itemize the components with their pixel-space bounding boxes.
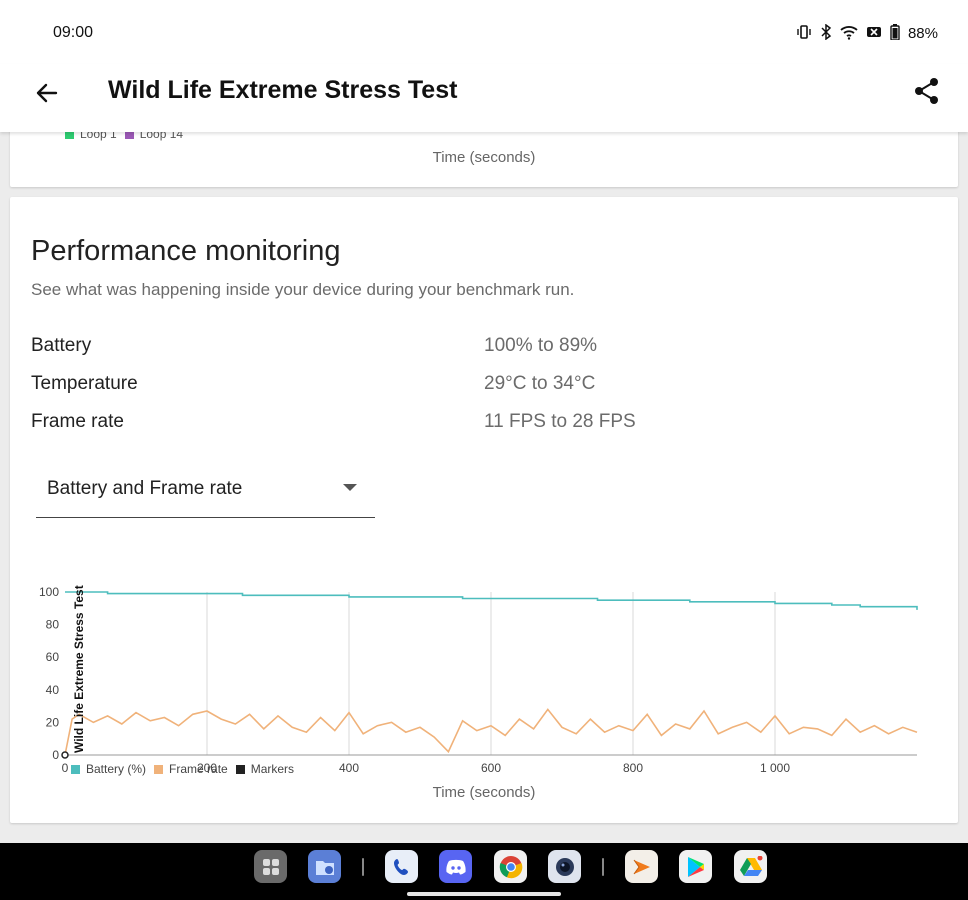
performance-card: Performance monitoring See what was happ… xyxy=(10,197,958,823)
share-button[interactable] xyxy=(912,76,942,106)
3dmark-icon[interactable] xyxy=(625,850,658,883)
app-drawer-icon[interactable] xyxy=(254,850,287,883)
back-button[interactable] xyxy=(30,76,64,110)
x-tick-label: 200 xyxy=(197,761,217,775)
y-tick-label: 80 xyxy=(46,618,60,632)
stat-value: 29°C to 34°C xyxy=(484,373,596,394)
y-tick-label: 40 xyxy=(46,683,60,697)
battery-icon xyxy=(890,24,900,43)
phone-icon[interactable] xyxy=(385,850,418,883)
sim-off-icon xyxy=(866,24,882,43)
bluetooth-icon xyxy=(820,23,832,43)
stat-value: 100% to 89% xyxy=(484,335,598,356)
drive-icon[interactable] xyxy=(734,850,767,883)
wifi-icon xyxy=(840,24,858,43)
status-bar: 09:00 88% xyxy=(0,0,968,64)
chrome-icon[interactable] xyxy=(494,850,527,883)
discord-icon[interactable] xyxy=(439,850,472,883)
legend-item-battery[interactable]: Battery (%) xyxy=(71,762,146,776)
chart-select-dropdown[interactable]: Battery and Frame rate xyxy=(36,462,375,518)
files-icon[interactable] xyxy=(308,850,341,883)
dropdown-arrow-icon xyxy=(343,484,357,491)
chart-annotation: Wild Life Extreme Stress Test xyxy=(72,585,86,753)
chart-x-title: Time (seconds) xyxy=(432,784,536,801)
section-subtitle: See what was happening inside your devic… xyxy=(31,280,575,299)
status-icons: 88% xyxy=(796,23,938,43)
play-store-icon[interactable] xyxy=(679,850,712,883)
x-tick-label: 0 xyxy=(62,761,69,775)
series-line-1 xyxy=(64,708,918,756)
stat-value: 11 FPS to 28 FPS xyxy=(484,411,636,432)
arrow-back-icon xyxy=(36,83,58,103)
stat-label: Temperature xyxy=(31,373,138,394)
y-tick-label: 100 xyxy=(39,585,59,599)
series-line-0 xyxy=(65,591,918,610)
loop-chart-x-title: Time (seconds) xyxy=(432,149,536,166)
x-tick-label: 800 xyxy=(623,761,643,775)
legend-item-frame-rate[interactable]: Frame rate xyxy=(154,762,228,776)
taskbar xyxy=(0,843,968,900)
page-title: Wild Life Extreme Stress Test xyxy=(108,76,458,104)
battery-percent: 88% xyxy=(907,25,938,42)
y-tick-label: 20 xyxy=(46,715,60,729)
stat-label: Frame rate xyxy=(31,411,124,432)
y-tick-label: 60 xyxy=(46,650,60,664)
share-icon xyxy=(915,78,938,104)
chart-legend: Battery (%) Frame rate Markers xyxy=(71,762,294,776)
status-time: 09:00 xyxy=(53,24,94,41)
section-heading: Performance monitoring xyxy=(31,235,341,267)
x-tick-label: 600 xyxy=(481,761,501,775)
marker-point xyxy=(61,751,69,759)
x-tick-label: 1 000 xyxy=(760,761,790,775)
stat-label: Battery xyxy=(31,335,92,356)
x-tick-label: 400 xyxy=(339,761,359,775)
vibrate-icon xyxy=(796,24,812,43)
y-tick-label: 0 xyxy=(52,748,59,762)
home-indicator[interactable] xyxy=(407,892,561,896)
camera-icon[interactable] xyxy=(548,850,581,883)
dropdown-selected: Battery and Frame rate xyxy=(47,478,243,499)
legend-item-markers[interactable]: Markers xyxy=(235,762,294,776)
app-bar: Wild Life Extreme Stress Test xyxy=(0,64,968,132)
